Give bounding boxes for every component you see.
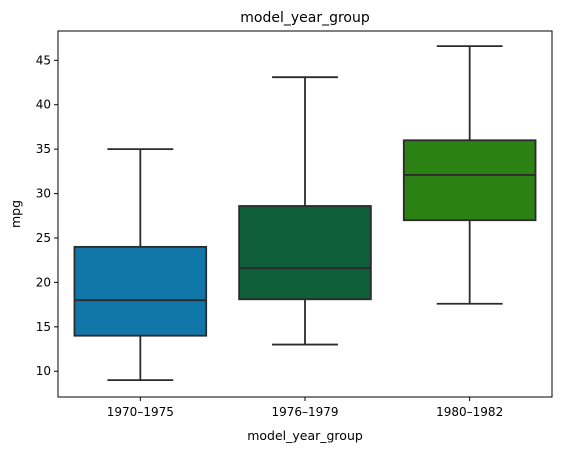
y-axis-label: mpg (8, 200, 23, 228)
y-tick-label: 25 (36, 231, 51, 245)
iqr-box (238, 205, 372, 301)
box-3 (402, 45, 537, 305)
y-tick-label: 10 (36, 364, 51, 378)
x-axis-label: model_year_group (247, 428, 363, 443)
chart-title: model_year_group (240, 10, 370, 26)
iqr-box (73, 245, 208, 337)
box-1 (73, 148, 208, 382)
y-tick-label: 20 (36, 275, 51, 289)
y-tick-label: 35 (36, 142, 51, 156)
x-tick-label: 1980–1982 (436, 405, 503, 419)
y-axis: 10 15 20 25 30 35 40 45 (36, 53, 58, 378)
iqr-box (402, 139, 537, 222)
box-2 (238, 76, 372, 346)
x-tick-label: 1976–1979 (271, 405, 338, 419)
y-tick-label: 15 (36, 320, 51, 334)
boxes-layer (73, 45, 537, 382)
x-axis: 1970–1975 1976–1979 1980–1982 (107, 397, 503, 419)
y-tick-label: 45 (36, 53, 51, 67)
x-tick-label: 1970–1975 (107, 405, 174, 419)
y-tick-label: 30 (36, 187, 51, 201)
y-tick-label: 40 (36, 98, 51, 112)
